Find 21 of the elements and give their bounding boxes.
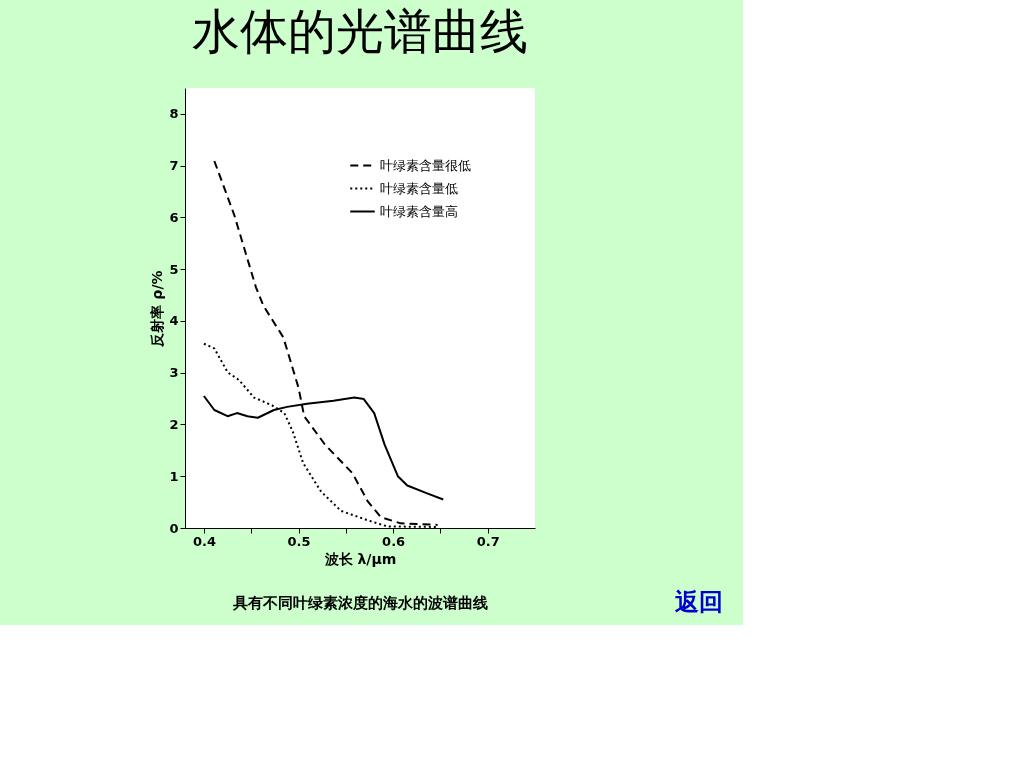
- legend-label: 叶绿素含量低: [380, 180, 458, 196]
- y-tick-label: 8: [169, 106, 179, 122]
- y-tick-label: 4: [169, 313, 179, 329]
- y-tick-label: 1: [169, 468, 179, 484]
- x-tick-label: 0.6: [382, 533, 406, 549]
- x-tick-label: 0.5: [287, 533, 311, 549]
- y-tick-label: 2: [169, 416, 179, 432]
- y-tick-label: 0: [169, 520, 179, 536]
- legend-label: 叶绿素含量很低: [380, 157, 471, 173]
- x-tick-label: 0.7: [476, 533, 500, 549]
- legend-label: 叶绿素含量高: [380, 203, 458, 219]
- y-tick-label: 6: [169, 209, 179, 225]
- y-tick-label: 7: [169, 158, 179, 174]
- text: 具有不同叶绿素浓度的海水的波谱曲线: [231, 594, 488, 612]
- y-tick-label: 3: [169, 365, 179, 381]
- x-axis-title: 波长 λ/μm: [323, 550, 397, 567]
- y-axis-title: 反射率 ρ/%: [149, 270, 166, 348]
- chart-title: 水体的光谱曲线: [192, 3, 528, 59]
- y-tick-label: 5: [169, 261, 179, 277]
- x-tick-label: 0.4: [192, 533, 216, 549]
- text: 返回: [674, 588, 723, 616]
